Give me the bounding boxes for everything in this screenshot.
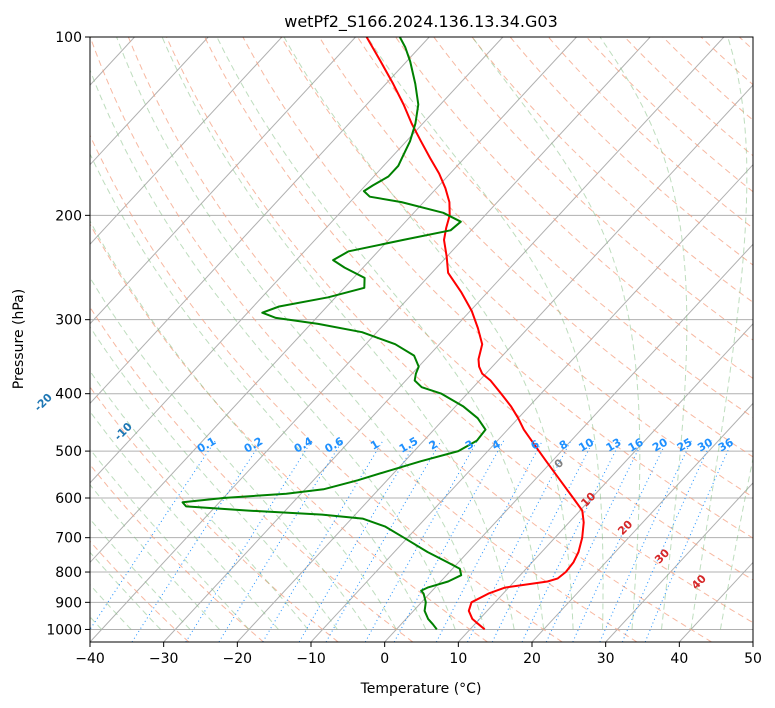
isotherm-line bbox=[90, 37, 430, 405]
isotherm-line bbox=[384, 243, 753, 642]
dry-adiabat-line bbox=[90, 540, 190, 642]
dry-adiabat-line bbox=[395, 37, 753, 379]
plot-frame bbox=[89, 36, 754, 643]
mixing-ratio-line bbox=[298, 440, 418, 642]
isotherm-line bbox=[90, 37, 504, 484]
dry-adiabat-line bbox=[433, 37, 753, 341]
dry-adiabat-line bbox=[166, 37, 753, 624]
isotherm-line bbox=[531, 402, 753, 642]
x-tick-label: 20 bbox=[523, 651, 541, 667]
moist-adiabat-line bbox=[90, 68, 456, 630]
y-tick-label: 900 bbox=[55, 595, 82, 611]
axes: −40 −30 −20 −10 0 10 20 30 40 50 100 200 300 400 500 60… bbox=[46, 30, 762, 667]
x-tick-label: −20 bbox=[223, 651, 253, 667]
isotherm-line bbox=[605, 482, 753, 642]
mixing-ratio-line bbox=[185, 440, 313, 642]
y-tick-label: 600 bbox=[55, 491, 82, 507]
y-axis-label: Pressure (hPa) bbox=[11, 289, 27, 389]
dry-adiabat-line bbox=[90, 223, 488, 642]
mixing-ratio-line bbox=[644, 440, 733, 642]
isotherm-line bbox=[90, 37, 283, 245]
x-tick-label: −10 bbox=[296, 651, 326, 667]
y-tick-label: 1000 bbox=[46, 622, 82, 638]
isotherm-line bbox=[90, 37, 209, 166]
dry-adiabat-line bbox=[90, 37, 638, 642]
moist-adiabat-line bbox=[719, 456, 753, 630]
moist-adiabat-line bbox=[116, 37, 486, 630]
mixing-ratio-line bbox=[521, 440, 622, 642]
moist-adiabat-line bbox=[599, 37, 688, 630]
isotherm-line bbox=[90, 37, 651, 642]
dry-adiabat-line bbox=[280, 37, 753, 498]
moist-adiabat-line bbox=[216, 37, 545, 630]
background-lines bbox=[0, 37, 753, 642]
moist-adiabat-line bbox=[90, 220, 397, 630]
y-tick-label: 200 bbox=[55, 208, 82, 224]
dry-adiabat-line bbox=[90, 463, 264, 642]
profile-lines bbox=[181, 37, 585, 631]
mixing-ratio-line bbox=[621, 440, 713, 642]
x-tick-label: −40 bbox=[75, 651, 105, 667]
isotherm-line bbox=[752, 641, 753, 642]
mixing-ratio-line bbox=[218, 440, 343, 642]
x-tick-label: 50 bbox=[744, 651, 762, 667]
dry-adiabat-line bbox=[471, 37, 753, 303]
plot-background bbox=[90, 37, 753, 642]
dry-adiabat-line bbox=[242, 37, 753, 539]
mixing-ratio-line bbox=[393, 440, 505, 642]
x-tick-label: 0 bbox=[380, 651, 389, 667]
temperature-profile-line bbox=[365, 37, 585, 631]
mixing-ratio-line bbox=[364, 440, 478, 642]
dry-adiabat-label: -20 bbox=[32, 391, 55, 414]
chart-title: wetPf2_S166.2024.136.13.34.G03 bbox=[284, 12, 558, 32]
dewpoint-profile-line bbox=[181, 37, 487, 631]
isotherm-line bbox=[310, 163, 753, 642]
x-tick-label: 40 bbox=[670, 651, 688, 667]
moist-adiabat-line bbox=[90, 326, 338, 630]
y-tick-label: 500 bbox=[55, 444, 82, 460]
x-tick-label: −30 bbox=[149, 651, 179, 667]
x-tick-label: 30 bbox=[597, 651, 615, 667]
y-tick-label: 700 bbox=[55, 531, 82, 547]
dry-adiabat-line bbox=[204, 37, 753, 581]
dry-adiabat-line bbox=[127, 37, 712, 642]
moist-adiabat-line bbox=[366, 37, 604, 630]
isotherm-line bbox=[457, 323, 753, 642]
y-tick-label: 800 bbox=[55, 565, 82, 581]
isotherm-line bbox=[0, 37, 61, 642]
y-tick-label: 100 bbox=[55, 30, 82, 46]
moist-adiabat-line bbox=[471, 37, 641, 630]
moist-adiabat-line bbox=[90, 370, 309, 630]
isotherm-line bbox=[163, 37, 725, 642]
moist-adiabat-line bbox=[690, 37, 748, 630]
isotherm-line bbox=[90, 37, 577, 564]
x-tick-label: 10 bbox=[449, 651, 467, 667]
mixing-ratio-line bbox=[131, 440, 263, 642]
mixing-ratio-line bbox=[262, 440, 384, 642]
y-tick-label: 300 bbox=[55, 313, 82, 329]
x-axis-label: Temperature (°C) bbox=[360, 681, 482, 697]
isotherm-line bbox=[236, 84, 753, 642]
dry-adiabat-line bbox=[90, 134, 563, 642]
y-tick-label: 400 bbox=[55, 387, 82, 403]
moist-adiabat-line bbox=[90, 276, 368, 630]
